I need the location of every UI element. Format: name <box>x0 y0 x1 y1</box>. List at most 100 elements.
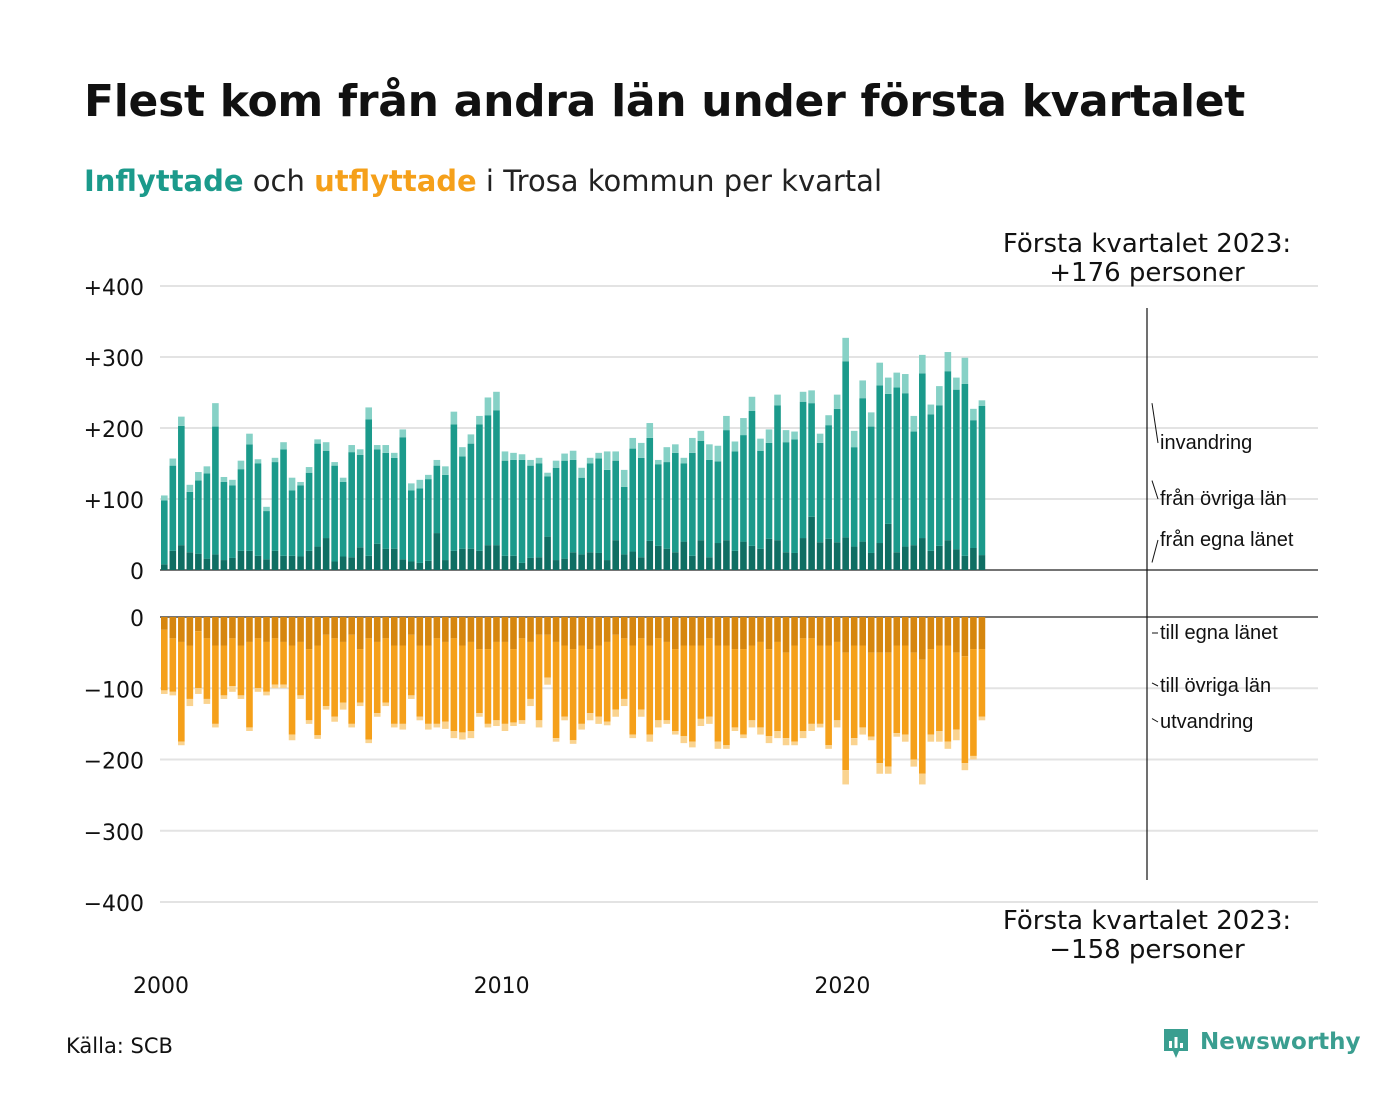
bar-out-abroad <box>808 723 815 731</box>
y-tick-label: +300 <box>84 347 144 372</box>
bar-out-abroad <box>757 727 764 735</box>
bar-in-own <box>731 550 739 570</box>
bar-in-abroad <box>833 394 841 409</box>
bar-in-own <box>229 557 236 570</box>
bar-out-other <box>672 649 679 731</box>
bar-out-abroad <box>586 713 594 721</box>
bar-in-own <box>382 548 390 570</box>
bar-out-abroad <box>263 691 270 696</box>
bar-out-other <box>782 652 790 739</box>
x-tick-label: 2000 <box>133 974 189 999</box>
bar-out-abroad <box>569 740 577 744</box>
bar-out-other <box>331 638 338 717</box>
bar-in-own <box>484 545 492 570</box>
bar-in-other <box>356 454 364 548</box>
bar-out-other <box>425 645 432 724</box>
bar-out-own <box>510 617 517 650</box>
bar-out-other <box>603 641 611 722</box>
bar-out-own <box>399 617 407 646</box>
bar-out-other <box>612 634 620 710</box>
bar-in-abroad <box>620 469 628 487</box>
bar-out-other <box>740 649 747 735</box>
bar-out-other <box>305 649 313 721</box>
bar-in-other <box>527 465 534 558</box>
bar-in-own <box>978 555 986 570</box>
bar-out-other <box>407 634 415 696</box>
bar-in-other <box>586 463 594 553</box>
bar-in-abroad <box>373 445 381 450</box>
annotation-top-text: +176 personer <box>1049 258 1245 288</box>
bar-out-abroad <box>595 716 602 724</box>
bar-in-own <box>552 560 560 570</box>
bar-out-own <box>467 617 475 642</box>
bar-out-own <box>808 617 815 639</box>
bar-in-own <box>782 552 790 570</box>
bar-in-other <box>331 465 338 562</box>
bar-out-other <box>689 645 696 742</box>
bar-out-abroad <box>322 706 330 710</box>
bar-in-other <box>978 405 986 556</box>
bar-out-own <box>220 617 228 646</box>
bar-in-own <box>646 540 654 570</box>
bar-in-own <box>740 541 747 570</box>
bar-out-abroad <box>620 698 628 707</box>
bar-in-own <box>612 540 620 570</box>
bar-out-own <box>280 617 287 642</box>
bar-in-abroad <box>663 447 671 463</box>
bar-in-abroad <box>399 429 407 438</box>
bar-out-other <box>816 645 824 724</box>
bar-out-other <box>706 638 713 717</box>
bar-out-abroad <box>246 727 253 731</box>
x-tick-label: 2010 <box>474 974 530 999</box>
bar-out-abroad <box>901 734 909 742</box>
bar-out-abroad <box>731 727 739 731</box>
bar-in-abroad <box>740 418 747 436</box>
bar-in-abroad <box>161 495 168 501</box>
bar-in-own <box>884 523 892 570</box>
bar-out-other <box>944 645 952 742</box>
bar-in-own <box>765 538 773 570</box>
bar-in-own <box>476 550 483 570</box>
bar-in-own <box>936 545 943 570</box>
bar-in-own <box>808 516 815 570</box>
bar-in-own <box>697 540 705 570</box>
bar-in-own <box>186 552 194 570</box>
bar-out-abroad <box>450 731 458 739</box>
bar-in-abroad <box>689 437 696 453</box>
bar-in-own <box>927 550 935 570</box>
bar-in-other <box>297 485 304 557</box>
bar-in-other <box>654 464 662 546</box>
bar-in-own <box>586 552 594 570</box>
bar-out-abroad <box>833 720 841 728</box>
bar-out-other <box>399 645 407 724</box>
bar-out-abroad <box>459 732 466 740</box>
bar-in-own <box>501 555 509 570</box>
bar-in-other <box>867 426 875 553</box>
y-tick-label: 0 <box>130 607 144 632</box>
bar-out-other <box>161 629 168 691</box>
bar-in-abroad <box>884 377 892 394</box>
bar-in-abroad <box>714 445 722 462</box>
bar-out-own <box>195 617 202 632</box>
bar-in-abroad <box>271 457 279 463</box>
bar-out-other <box>731 649 739 728</box>
bar-out-abroad <box>654 720 662 728</box>
bar-out-own <box>186 617 194 646</box>
bar-in-abroad <box>229 479 236 486</box>
bar-in-abroad <box>850 430 858 448</box>
bar-in-abroad <box>612 451 620 461</box>
bar-in-abroad <box>595 452 602 459</box>
bar-in-own <box>442 560 449 570</box>
bar-in-own <box>246 550 253 570</box>
bar-out-abroad <box>161 690 168 694</box>
bar-in-other <box>484 415 492 546</box>
bar-in-abroad <box>816 433 824 443</box>
bar-out-other <box>416 645 424 717</box>
bar-in-own <box>953 549 960 570</box>
bar-out-other <box>467 641 475 731</box>
series-label-bottom: till övriga län <box>1160 675 1271 697</box>
bar-out-own <box>765 617 773 650</box>
bar-out-other <box>774 641 781 731</box>
bar-in-own <box>714 543 722 570</box>
bar-in-other <box>833 408 841 543</box>
